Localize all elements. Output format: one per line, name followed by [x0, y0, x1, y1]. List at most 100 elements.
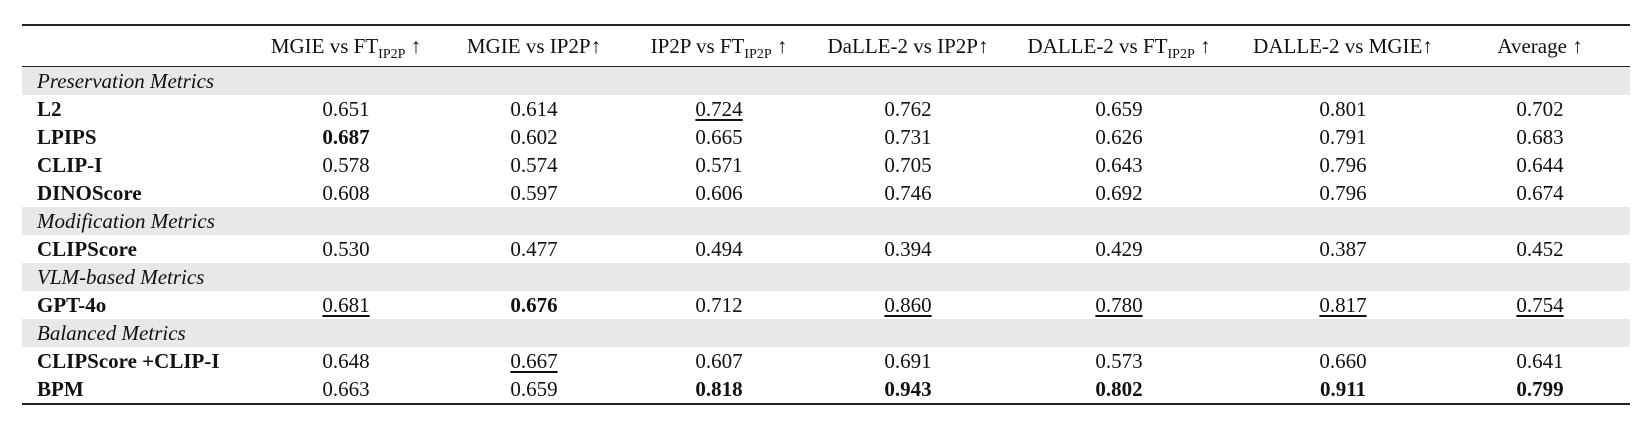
score-cell: 0.606 [624, 179, 814, 207]
score-value: 0.681 [322, 293, 370, 317]
metric-name: L2 [37, 97, 62, 121]
score-value: 0.429 [1095, 237, 1143, 261]
score-cell: 0.614 [444, 95, 624, 123]
score-cell: 0.683 [1450, 123, 1630, 151]
score-value: 0.660 [1319, 349, 1367, 373]
score-cell: 0.452 [1450, 235, 1630, 263]
table-row: CLIPScore 0.530 0.477 0.494 0.394 0.429 0.387 0… [22, 235, 1630, 263]
score-cell: 0.791 [1236, 123, 1450, 151]
score-value: 0.452 [1516, 237, 1564, 261]
table-row: GPT-4o 0.681 0.676 0.712 0.860 0.780 0.817 0.75… [22, 291, 1630, 319]
score-cell: 0.608 [248, 179, 444, 207]
score-cell: 0.802 [1002, 375, 1236, 404]
score-value: 0.606 [695, 181, 743, 205]
score-cell: 0.860 [814, 291, 1002, 319]
score-cell: 0.674 [1450, 179, 1630, 207]
score-cell: 0.702 [1450, 95, 1630, 123]
score-value: 0.394 [884, 237, 932, 261]
score-cell: 0.691 [814, 347, 1002, 375]
score-cell: 0.394 [814, 235, 1002, 263]
score-cell: 0.573 [1002, 347, 1236, 375]
metric-name: DINOScore [37, 181, 142, 205]
score-value: 0.674 [1516, 181, 1564, 205]
score-cell: 0.477 [444, 235, 624, 263]
score-value: 0.667 [510, 349, 558, 373]
score-value: 0.648 [322, 349, 370, 373]
score-cell: 0.660 [1236, 347, 1450, 375]
score-cell: 0.574 [444, 151, 624, 179]
table-row: DINOScore 0.608 0.597 0.606 0.746 0.692 0.796 0… [22, 179, 1630, 207]
score-cell: 0.746 [814, 179, 1002, 207]
score-cell: 0.659 [1002, 95, 1236, 123]
score-cell: 0.943 [814, 375, 1002, 404]
score-cell: 0.676 [444, 291, 624, 319]
score-value: 0.494 [695, 237, 743, 261]
header-row: MGIE vs FTIP2P ↑ MGIE vs IP2P↑ IP2P vs F… [22, 25, 1630, 67]
score-cell: 0.648 [248, 347, 444, 375]
score-cell: 0.692 [1002, 179, 1236, 207]
score-cell: 0.597 [444, 179, 624, 207]
score-value: 0.641 [1516, 349, 1564, 373]
score-value: 0.644 [1516, 153, 1564, 177]
score-value: 0.692 [1095, 181, 1143, 205]
score-value: 0.802 [1095, 377, 1143, 401]
score-value: 0.943 [884, 377, 932, 401]
results-table: MGIE vs FTIP2P ↑ MGIE vs IP2P↑ IP2P vs F… [22, 24, 1630, 405]
column-header: Average ↑ [1497, 33, 1583, 58]
score-value: 0.860 [884, 293, 932, 317]
score-cell: 0.571 [624, 151, 814, 179]
column-header: MGIE vs FTIP2P ↑ [270, 33, 422, 62]
score-value: 0.687 [322, 125, 370, 149]
column-header: IP2P vs FTIP2P ↑ [650, 33, 788, 62]
metric-column-header [22, 25, 248, 67]
score-cell: 0.602 [444, 123, 624, 151]
score-value: 0.911 [1319, 377, 1367, 401]
score-value: 0.676 [510, 293, 558, 317]
table-row: LPIPS 0.687 0.602 0.665 0.731 0.626 0.791 0.683 [22, 123, 1630, 151]
score-cell: 0.705 [814, 151, 1002, 179]
score-value: 0.799 [1516, 377, 1564, 401]
column-header: DALLE-2 vs MGIE↑ [1253, 33, 1433, 58]
score-cell: 0.641 [1450, 347, 1630, 375]
score-cell: 0.530 [248, 235, 444, 263]
score-value: 0.659 [1095, 97, 1143, 121]
score-value: 0.602 [510, 125, 558, 149]
score-value: 0.801 [1319, 97, 1367, 121]
score-cell: 0.762 [814, 95, 1002, 123]
score-value: 0.791 [1319, 125, 1367, 149]
score-value: 0.796 [1319, 153, 1367, 177]
score-value: 0.818 [695, 377, 743, 401]
table-row: L2 0.651 0.614 0.724 0.762 0.659 0.801 0.702 [22, 95, 1630, 123]
score-value: 0.477 [510, 237, 558, 261]
section-row: Modification Metrics [22, 207, 1630, 235]
score-cell: 0.799 [1450, 375, 1630, 404]
score-cell: 0.429 [1002, 235, 1236, 263]
score-cell: 0.817 [1236, 291, 1450, 319]
score-value: 0.780 [1095, 293, 1143, 317]
score-value: 0.574 [510, 153, 558, 177]
section-title: Balanced Metrics [22, 319, 1630, 347]
score-value: 0.702 [1516, 97, 1564, 121]
score-cell: 0.780 [1002, 291, 1236, 319]
metric-name: CLIPScore +CLIP-I [37, 349, 220, 373]
score-value: 0.663 [322, 377, 370, 401]
table-row: BPM 0.663 0.659 0.818 0.943 0.802 0.911 0.799 [22, 375, 1630, 404]
table-row: CLIP-I 0.578 0.574 0.571 0.705 0.643 0.796 0.64… [22, 151, 1630, 179]
metric-name: CLIPScore [37, 237, 137, 261]
score-cell: 0.796 [1236, 179, 1450, 207]
column-header: MGIE vs IP2P↑ [466, 33, 602, 58]
score-value: 0.530 [322, 237, 370, 261]
score-cell: 0.578 [248, 151, 444, 179]
score-cell: 0.659 [444, 375, 624, 404]
score-value: 0.651 [322, 97, 370, 121]
score-cell: 0.687 [248, 123, 444, 151]
score-value: 0.762 [884, 97, 932, 121]
score-cell: 0.651 [248, 95, 444, 123]
metric-name: LPIPS [37, 125, 97, 149]
metric-name: CLIP-I [37, 153, 103, 177]
score-cell: 0.681 [248, 291, 444, 319]
column-header: DaLLE-2 vs IP2P↑ [827, 33, 989, 58]
score-cell: 0.607 [624, 347, 814, 375]
results-table-container: MGIE vs FTIP2P ↑ MGIE vs IP2P↑ IP2P vs F… [22, 24, 1630, 405]
score-value: 0.817 [1319, 293, 1367, 317]
